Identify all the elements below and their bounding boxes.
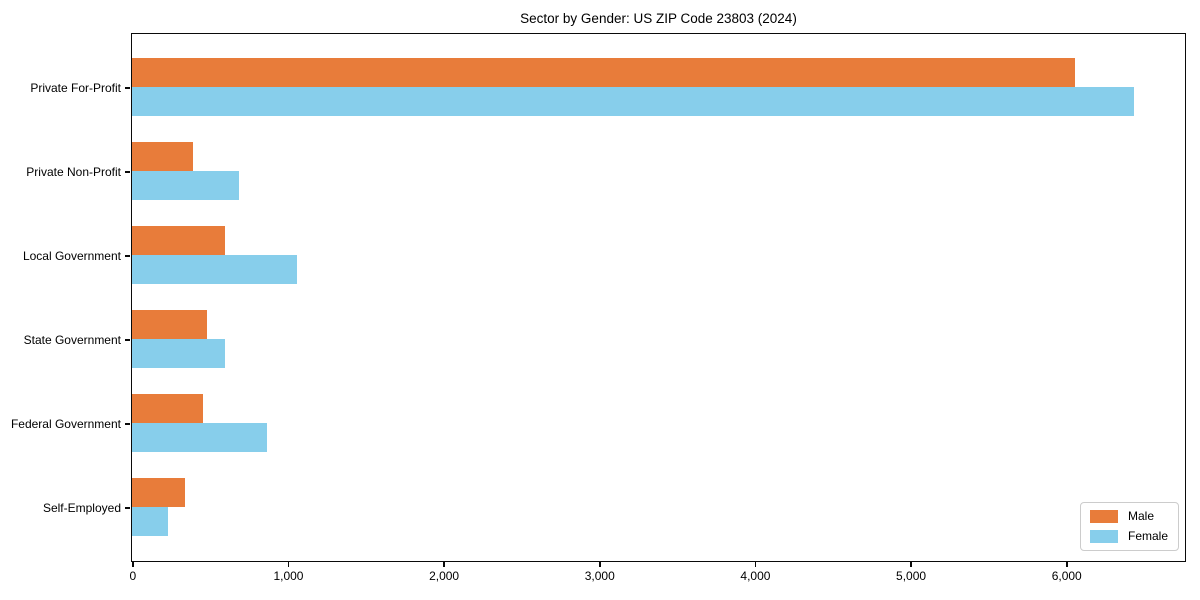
bar-female-private-non-profit (132, 171, 239, 200)
x-tick-mark (598, 562, 601, 567)
bar-male-private-for-profit (132, 58, 1075, 87)
legend: Male Female (1079, 502, 1179, 551)
x-tick-mark (443, 562, 445, 567)
legend-label-female: Female (1127, 529, 1168, 543)
y-tick-mark (125, 339, 130, 341)
x-tick-mark (1065, 562, 1068, 567)
y-tick-label-private-non-profit: Private Non-Profit (26, 164, 121, 179)
plot-area: Male Female (131, 33, 1186, 562)
x-tick-label-2-000: 2,000 (429, 569, 460, 583)
x-tick-label-4-000: 4,000 (740, 569, 771, 583)
y-tick-mark (125, 255, 130, 257)
x-tick-label-3-000: 3,000 (584, 569, 615, 583)
x-tick-mark (287, 562, 290, 567)
bar-female-state-government (132, 339, 225, 368)
bar-female-local-government (132, 255, 297, 284)
bar-female-self-employed (132, 507, 168, 536)
bar-male-federal-government (132, 394, 203, 423)
legend-item-male: Male (1089, 509, 1168, 523)
x-tick-label-0: 0 (129, 569, 137, 583)
x-tick-label-5-000: 5,000 (896, 569, 927, 583)
bar-male-self-employed (132, 478, 185, 507)
female-swatch (1089, 530, 1118, 543)
x-tick-mark (754, 562, 757, 567)
y-tick-mark (125, 423, 130, 425)
x-tick-label-1-000: 1,000 (273, 569, 304, 583)
bar-male-private-non-profit (132, 142, 193, 171)
y-tick-mark (125, 507, 130, 509)
bar-female-federal-government (132, 423, 267, 452)
bar-female-private-for-profit (132, 87, 1134, 116)
legend-item-female: Female (1089, 529, 1168, 543)
chart-title: Sector by Gender: US ZIP Code 23803 (202… (520, 11, 797, 26)
y-tick-label-state-government: State Government (23, 332, 121, 347)
x-tick-mark (910, 562, 912, 567)
bar-male-local-government (132, 226, 225, 255)
x-tick-label-6-000: 6,000 (1051, 569, 1082, 583)
y-tick-mark (125, 171, 130, 173)
y-tick-label-local-government: Local Government (22, 248, 121, 263)
bar-male-state-government (132, 310, 207, 339)
x-tick-mark (132, 562, 134, 567)
legend-label-male: Male (1127, 509, 1154, 523)
y-tick-label-self-employed: Self-Employed (42, 500, 121, 515)
male-swatch (1089, 510, 1118, 523)
y-tick-mark (125, 87, 130, 89)
y-tick-label-private-for-profit: Private For-Profit (30, 80, 121, 95)
y-tick-label-federal-government: Federal Government (10, 416, 121, 431)
